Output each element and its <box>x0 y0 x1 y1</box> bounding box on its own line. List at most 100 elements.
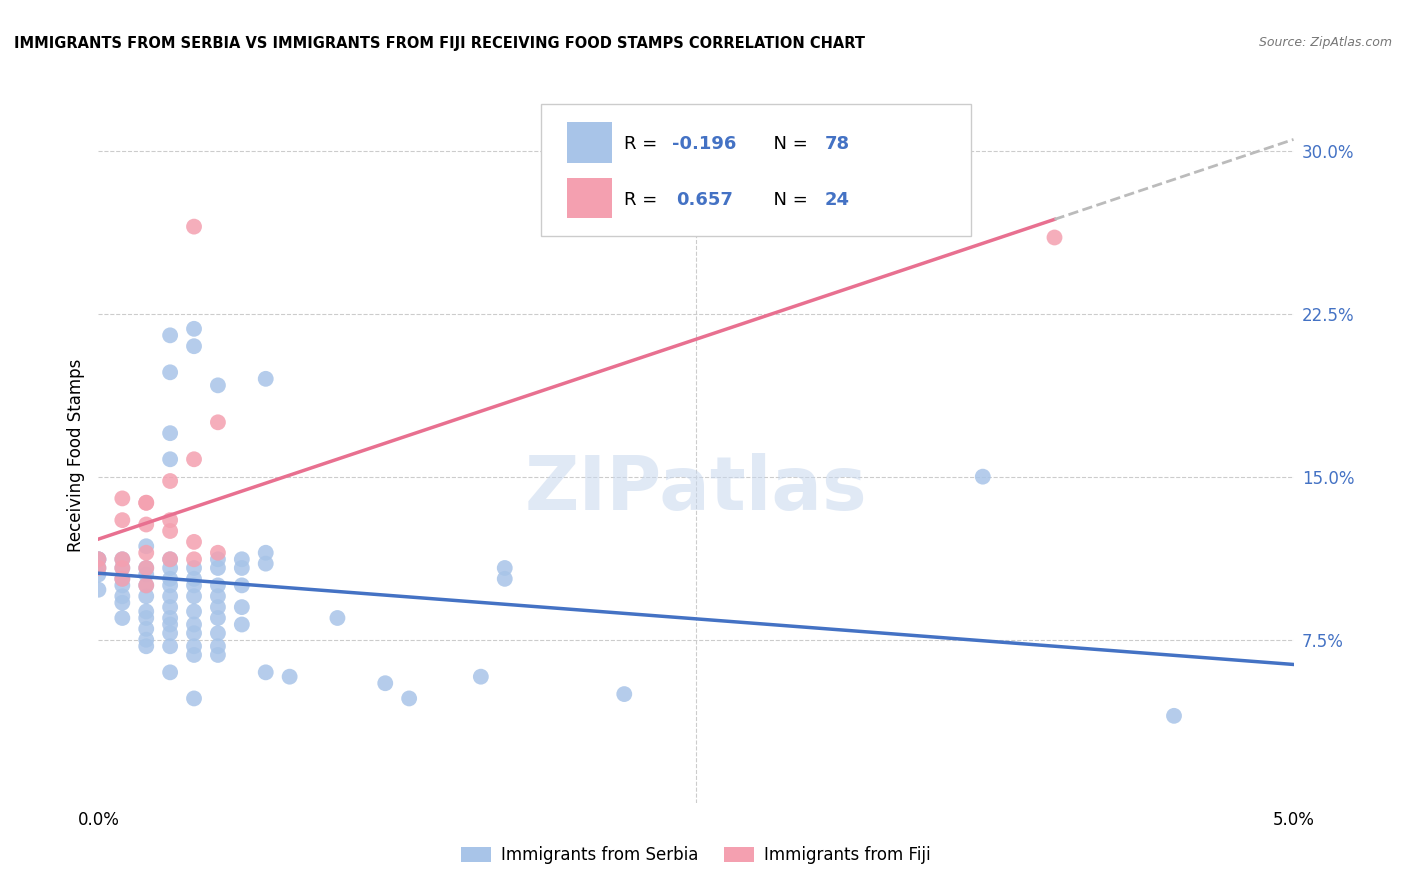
Point <box>111 552 134 566</box>
Point <box>374 676 396 690</box>
Point <box>159 524 181 538</box>
Point <box>159 552 181 566</box>
Point <box>159 328 181 343</box>
Point <box>159 513 181 527</box>
Point <box>183 639 205 653</box>
Text: N =: N = <box>762 191 813 209</box>
Point <box>87 552 110 566</box>
Point <box>183 552 205 566</box>
Point <box>135 561 157 575</box>
Point <box>111 589 134 603</box>
Point <box>207 611 229 625</box>
Point <box>87 552 110 566</box>
Text: N =: N = <box>762 135 813 153</box>
Point <box>111 596 134 610</box>
Point <box>1043 230 1066 244</box>
Point <box>231 600 253 615</box>
Point <box>111 572 134 586</box>
Text: -0.196: -0.196 <box>672 135 737 153</box>
Point <box>87 582 110 597</box>
Text: Source: ZipAtlas.com: Source: ZipAtlas.com <box>1258 36 1392 49</box>
Point <box>494 572 516 586</box>
Bar <box>567 122 613 162</box>
Point <box>135 517 157 532</box>
Point <box>231 617 253 632</box>
Point <box>183 572 205 586</box>
Point <box>87 552 110 566</box>
Point <box>111 491 134 506</box>
Point <box>135 622 157 636</box>
Point <box>231 578 253 592</box>
Point <box>159 600 181 615</box>
Text: IMMIGRANTS FROM SERBIA VS IMMIGRANTS FROM FIJI RECEIVING FOOD STAMPS CORRELATION: IMMIGRANTS FROM SERBIA VS IMMIGRANTS FRO… <box>14 36 865 51</box>
Point <box>183 339 205 353</box>
Point <box>135 561 157 575</box>
Point <box>183 617 205 632</box>
Point <box>254 546 277 560</box>
Point <box>135 496 157 510</box>
Point <box>183 589 205 603</box>
Point <box>87 561 110 575</box>
Point <box>135 539 157 553</box>
Point <box>470 670 492 684</box>
Point <box>159 365 181 379</box>
Point <box>159 426 181 441</box>
Point <box>183 648 205 662</box>
Point <box>1163 708 1185 723</box>
Point <box>972 469 994 483</box>
Point <box>159 617 181 632</box>
Point <box>159 578 181 592</box>
Point <box>254 372 277 386</box>
Point <box>207 415 229 429</box>
Point <box>207 589 229 603</box>
Point <box>207 546 229 560</box>
Point <box>111 572 134 586</box>
Point <box>87 561 110 575</box>
Point <box>135 611 157 625</box>
Point <box>159 589 181 603</box>
Point <box>207 552 229 566</box>
Point <box>278 670 301 684</box>
Text: 78: 78 <box>825 135 851 153</box>
Point <box>183 322 205 336</box>
Point <box>183 691 205 706</box>
Point <box>135 639 157 653</box>
Point <box>159 474 181 488</box>
Bar <box>567 178 613 219</box>
Point <box>87 567 110 582</box>
Point <box>159 561 181 575</box>
Point <box>135 496 157 510</box>
Point <box>207 600 229 615</box>
Point <box>159 572 181 586</box>
Point <box>183 534 205 549</box>
Point <box>135 567 157 582</box>
Point <box>111 611 134 625</box>
Point <box>135 605 157 619</box>
Point <box>159 452 181 467</box>
Point <box>111 552 134 566</box>
Point <box>183 626 205 640</box>
Point <box>231 561 253 575</box>
Point <box>159 626 181 640</box>
Point <box>254 557 277 571</box>
Point <box>111 561 134 575</box>
Point <box>159 552 181 566</box>
Text: 0.657: 0.657 <box>676 191 733 209</box>
Point <box>613 687 636 701</box>
Text: R =: R = <box>624 135 664 153</box>
Text: ZIPatlas: ZIPatlas <box>524 453 868 526</box>
Point <box>159 611 181 625</box>
Point <box>207 378 229 392</box>
Point <box>398 691 420 706</box>
Point <box>231 552 253 566</box>
Point <box>207 561 229 575</box>
Point <box>111 513 134 527</box>
Y-axis label: Receiving Food Stamps: Receiving Food Stamps <box>66 359 84 551</box>
Point <box>494 561 516 575</box>
Point <box>135 589 157 603</box>
Legend: Immigrants from Serbia, Immigrants from Fiji: Immigrants from Serbia, Immigrants from … <box>454 839 938 871</box>
Point <box>254 665 277 680</box>
Point <box>183 605 205 619</box>
Point <box>111 561 134 575</box>
Text: R =: R = <box>624 191 664 209</box>
